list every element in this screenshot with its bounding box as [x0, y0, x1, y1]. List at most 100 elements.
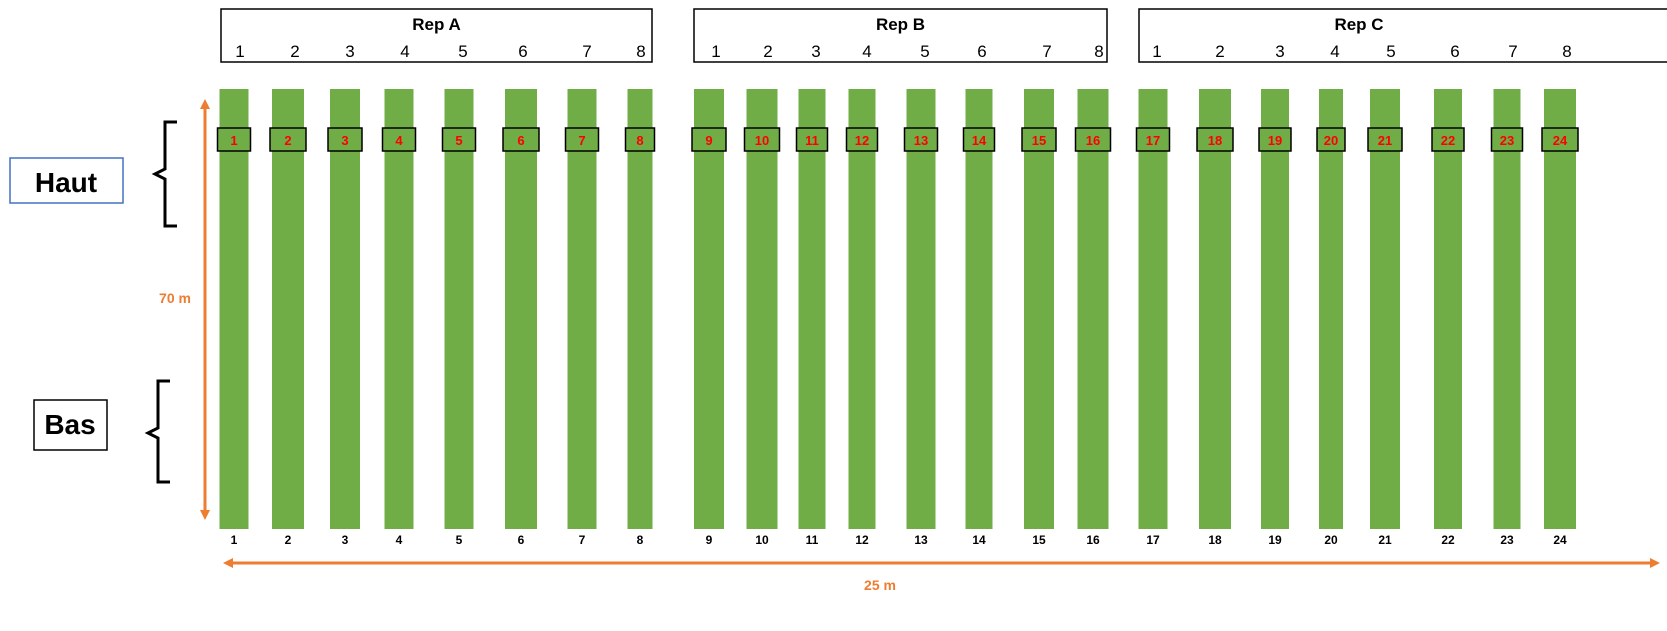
plot-strip — [798, 89, 826, 529]
bottom-plot-number: 7 — [579, 533, 586, 547]
plot-label-box — [327, 127, 363, 152]
rep-column-number: 3 — [811, 42, 820, 61]
plot-label: 8 — [636, 133, 643, 148]
rep-title: Rep B — [876, 15, 925, 34]
plot-strip — [1261, 89, 1289, 529]
bas-box — [33, 399, 108, 451]
plot-label: 15 — [1032, 133, 1046, 148]
bottom-plot-number: 11 — [806, 533, 819, 547]
rep-column-number: 8 — [1094, 42, 1103, 61]
rep-column-number: 8 — [636, 42, 645, 61]
rep-title: Rep A — [412, 15, 461, 34]
rep-column-number: 6 — [518, 42, 527, 61]
bottom-plot-numbers: 1 2 3 4 5 6 7 8 9 10 11 12 13 14 15 16 17 18 19 20 21 22 23 24 — [231, 533, 1567, 547]
plot-label-box — [1490, 127, 1524, 152]
plot-label-box — [962, 127, 996, 152]
plot-label: 19 — [1268, 133, 1282, 148]
plot-strip — [219, 89, 249, 529]
plot-label-box — [845, 127, 879, 152]
plot-label: 11 — [805, 133, 819, 148]
plot-label: 16 — [1086, 133, 1100, 148]
plot-label: 7 — [578, 133, 585, 148]
plot-strips — [219, 89, 1576, 529]
plot-label-box — [903, 127, 939, 152]
plot-label-box — [1258, 127, 1292, 152]
plot-label: 3 — [341, 133, 348, 148]
bottom-plot-number: 14 — [972, 533, 986, 547]
plot-label: 17 — [1146, 133, 1160, 148]
haut-label: Haut — [35, 167, 97, 198]
plot-label-box — [1316, 127, 1346, 152]
plot-label: 9 — [705, 133, 712, 148]
plot-label: 24 — [1553, 133, 1568, 148]
bottom-plot-number: 17 — [1146, 533, 1160, 547]
plot-label-box — [441, 127, 477, 152]
rep-column-number: 4 — [400, 42, 409, 61]
rep-title: Rep C — [1334, 15, 1383, 34]
plot-strip — [848, 89, 876, 529]
bottom-plot-number: 9 — [706, 533, 713, 547]
rep-headers: Rep A 1 2 3 4 5 6 7 8 Rep B 1 2 3 4 5 6 7 8 Rep C 1 2 3 4 5 6 7 8 — [220, 8, 1667, 63]
plot-strip — [746, 89, 778, 529]
plot-label-box — [1135, 127, 1171, 152]
plot-label: 1 — [230, 133, 237, 148]
plot-strip — [330, 89, 360, 529]
plot-label-box — [1541, 127, 1579, 152]
rep-column-number: 2 — [1215, 42, 1224, 61]
bottom-plot-number: 12 — [855, 533, 869, 547]
plot-strip — [1138, 89, 1168, 529]
bottom-plot-number: 5 — [456, 533, 463, 547]
bottom-plot-number: 10 — [755, 533, 769, 547]
plot-label-box — [624, 127, 656, 152]
bottom-plot-number: 4 — [396, 533, 403, 547]
plot-label: 10 — [755, 133, 769, 148]
plot-label-boxes: 1 2 3 4 5 6 7 8 9 10 11 12 13 14 15 16 17 18 19 20 21 22 23 24 — [216, 127, 1579, 152]
rep-column-number: 7 — [582, 42, 591, 61]
bas-label: Bas — [44, 409, 95, 440]
rep-box — [693, 8, 1108, 63]
plot-label: 4 — [395, 133, 403, 148]
plot-strip — [1199, 89, 1231, 529]
rep-box — [220, 8, 653, 63]
plot-label-box — [691, 127, 727, 152]
width-label: 25 m — [864, 577, 896, 593]
plot-strip — [965, 89, 993, 529]
plot-label: 22 — [1441, 133, 1455, 148]
rep-column-number: 7 — [1508, 42, 1517, 61]
plot-strip — [1544, 89, 1576, 529]
plot-label: 14 — [972, 133, 987, 148]
plot-strip — [1370, 89, 1400, 529]
bottom-plot-number: 18 — [1208, 533, 1222, 547]
bottom-plot-number: 23 — [1500, 533, 1514, 547]
plot-label: 23 — [1500, 133, 1514, 148]
plot-label-box — [381, 127, 417, 152]
plot-strip — [1493, 89, 1521, 529]
rep-column-number: 4 — [1330, 42, 1339, 61]
plot-strip — [505, 89, 537, 529]
rep-column-number: 2 — [763, 42, 772, 61]
plot-label-box — [743, 127, 781, 152]
plot-strip — [444, 89, 474, 529]
bottom-plot-number: 21 — [1378, 533, 1392, 547]
plot-strip — [906, 89, 936, 529]
rep-column-number: 8 — [1562, 42, 1571, 61]
length-label: 70 m — [159, 290, 191, 306]
rep-box — [1138, 8, 1667, 63]
plot-strip — [1434, 89, 1462, 529]
plot-label-box — [1196, 127, 1234, 152]
bottom-plot-number: 20 — [1324, 533, 1338, 547]
rep-column-number: 6 — [1450, 42, 1459, 61]
rep-column-number: 7 — [1042, 42, 1051, 61]
bottom-plot-number: 2 — [285, 533, 292, 547]
bottom-plot-number: 13 — [914, 533, 928, 547]
plot-label: 13 — [914, 133, 928, 148]
rep-column-number: 5 — [458, 42, 467, 61]
bottom-plot-number: 19 — [1268, 533, 1282, 547]
bottom-plot-number: 15 — [1032, 533, 1046, 547]
bottom-plot-number: 3 — [342, 533, 349, 547]
plot-label: 21 — [1378, 133, 1392, 148]
plot-label: 20 — [1324, 133, 1338, 148]
rep-column-number: 2 — [290, 42, 299, 61]
plot-label-box — [1074, 127, 1112, 152]
